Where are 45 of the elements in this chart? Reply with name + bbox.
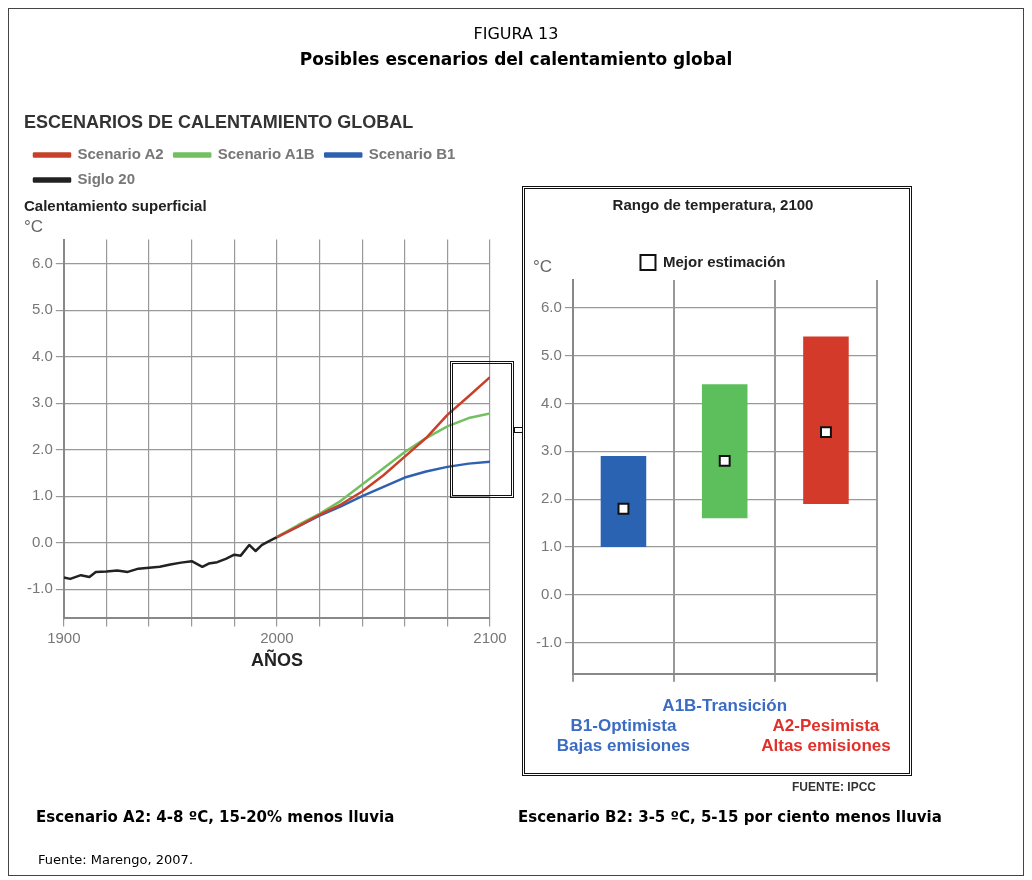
- x-tick-label: 2000: [260, 628, 294, 646]
- point: [820, 426, 832, 439]
- chart-title: ESCENARIOS DE CALENTAMIENTO GLOBAL: [24, 111, 414, 132]
- bar: [600, 456, 647, 547]
- x-tick-label: B1-Optimista Bajas emisiones: [556, 716, 691, 756]
- x-tick-label: 2100: [473, 628, 507, 646]
- point: [718, 454, 731, 467]
- y-tick-label: 6.0: [31, 253, 53, 271]
- bar: [803, 336, 849, 504]
- text: FIGURA 13: [472, 24, 560, 43]
- point: [617, 502, 630, 515]
- source-note: Fuente: Marengo, 2007.: [38, 852, 194, 867]
- y-axis-title: °C: [533, 257, 553, 277]
- y-tick-label: 6.0: [540, 297, 562, 315]
- y-tick-label: 4.0: [31, 346, 53, 364]
- chart-title: Rango de temperatura, 2100: [612, 196, 814, 214]
- y-tick-label: 2.0: [540, 489, 562, 507]
- source-note: FUENTE: IPCC: [792, 780, 876, 794]
- y-tick-label: 1.0: [540, 537, 562, 555]
- y-tick-label: 5.0: [540, 345, 562, 363]
- y-tick-label: -1.0: [535, 632, 562, 650]
- y-tick-label: 3.0: [540, 441, 562, 459]
- legend-label: Mejor estimación: [662, 252, 786, 270]
- y-tick-label: 0.0: [31, 532, 53, 550]
- text: Posibles escenarios del calentamiento global: [298, 49, 734, 69]
- x-tick-label: 1900: [47, 628, 81, 646]
- y-tick-label: 0.0: [540, 584, 562, 602]
- legend-label: Scenario B1: [368, 145, 456, 163]
- bar: [701, 384, 748, 519]
- y-tick-label: 1.0: [31, 486, 53, 504]
- legend-label: Siglo 20: [77, 170, 136, 188]
- legend-label: Scenario A1B: [217, 145, 315, 163]
- y-tick-label: 5.0: [31, 300, 53, 318]
- x-tick-label: A2-Pesimista Altas emisiones: [761, 716, 891, 756]
- y-tick-label: 2.0: [31, 439, 53, 457]
- y-tick-label: -1.0: [26, 579, 53, 597]
- y-tick-label: 4.0: [540, 393, 562, 411]
- x-tick-label: A1B-Transición: [662, 695, 788, 715]
- text: Escenario B2: 3-5 ºC, 5-15 por ciento menos lluvia: [518, 808, 942, 826]
- text: Escenario A2: 4-8 ºC, 15-20% menos lluvia: [36, 808, 395, 826]
- y-tick-label: 3.0: [31, 393, 53, 411]
- y-axis-title: °C: [24, 216, 44, 236]
- x-axis-title: AÑOS: [250, 649, 303, 671]
- chart-subtitle: Calentamiento superficial: [24, 196, 207, 214]
- legend-label: Scenario A2: [77, 145, 164, 163]
